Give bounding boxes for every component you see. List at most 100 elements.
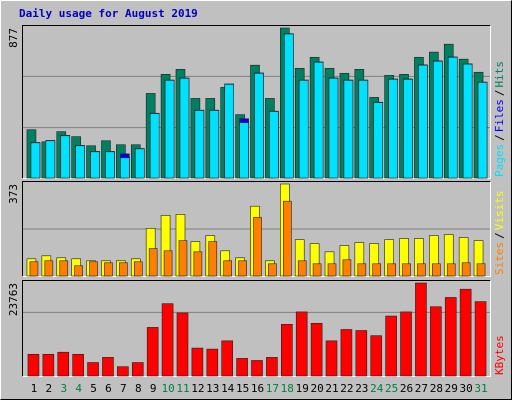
bar [355, 330, 368, 377]
bar [325, 340, 338, 377]
legend-entry: Visits [493, 191, 506, 231]
bar [477, 82, 488, 179]
bar [266, 357, 278, 377]
x-tick-label: 4 [75, 382, 82, 395]
bar [462, 63, 473, 179]
bar [385, 315, 397, 377]
panel-light [22, 25, 491, 179]
y-tick-label: 877 [7, 28, 20, 48]
bar [223, 260, 232, 277]
panel-shadow [22, 25, 491, 179]
x-tick-label: 9 [150, 382, 157, 395]
x-tick-label: 7 [120, 382, 127, 395]
chart-title: Daily usage for August 2019 [19, 7, 198, 20]
bar [176, 312, 189, 377]
y-tick-label: 373 [7, 184, 20, 204]
x-tick-label: 24 [370, 382, 384, 395]
bar [402, 263, 411, 277]
legend-entry: Hits [493, 61, 506, 88]
bar [417, 263, 426, 277]
bar [297, 260, 307, 277]
panel-light [22, 280, 491, 377]
bar [45, 140, 56, 179]
bar [446, 263, 456, 277]
bar [327, 263, 337, 277]
bar [224, 84, 234, 179]
x-tick-label: 20 [310, 382, 323, 395]
bar [444, 297, 457, 377]
bar [373, 102, 384, 179]
bar [60, 135, 71, 179]
bar [164, 80, 175, 179]
bar [134, 148, 145, 179]
bar [284, 33, 294, 179]
x-tick-label: 30 [460, 382, 473, 395]
bar [269, 111, 279, 179]
x-tick-label: 3 [60, 382, 67, 395]
bar [131, 362, 144, 377]
bar [208, 241, 218, 277]
y-tick-label: 23763 [7, 283, 20, 316]
bar [403, 79, 413, 179]
legend: KBytes [493, 335, 506, 375]
bar [72, 353, 84, 377]
bar [149, 113, 160, 179]
legend-separator: / [493, 134, 506, 141]
bar [388, 79, 398, 179]
x-tick-label: 12 [191, 382, 204, 395]
x-tick-label: 8 [135, 382, 142, 395]
panel-shadow [22, 181, 491, 277]
bar [343, 80, 354, 179]
x-tick-label: 18 [281, 382, 294, 395]
bar [194, 110, 205, 179]
bar [342, 259, 352, 277]
bar [104, 262, 113, 277]
x-tick-label: 19 [296, 382, 309, 395]
x-tick-label: 28 [430, 382, 443, 395]
legend-entry: Files [493, 99, 506, 132]
legend-separator: / [493, 90, 506, 97]
bar [415, 282, 427, 377]
legend-entry: KBytes [493, 335, 506, 375]
bar [340, 329, 353, 377]
bar [209, 110, 220, 179]
bar [163, 250, 173, 277]
bar [310, 322, 323, 377]
bar [89, 261, 98, 277]
panel-shadow [22, 280, 491, 377]
bar [87, 362, 99, 377]
bar [476, 263, 486, 277]
bar [191, 347, 204, 377]
bar [372, 263, 382, 277]
bar [447, 56, 458, 179]
bar [179, 77, 190, 179]
bar [433, 60, 443, 179]
legend-separator: / [493, 232, 506, 239]
bar [432, 263, 441, 277]
bar [193, 251, 203, 277]
bar [161, 303, 174, 377]
bar [119, 262, 128, 277]
bar [29, 261, 39, 277]
x-tick-label: 26 [400, 382, 413, 395]
legend-entry: Sites [493, 242, 506, 275]
x-tick-label: 17 [266, 382, 279, 395]
bar [146, 327, 159, 377]
bar [430, 306, 442, 377]
bar [75, 145, 85, 179]
bar [133, 261, 143, 277]
x-tick-label: 13 [206, 382, 219, 395]
x-tick-label: 10 [161, 382, 174, 395]
x-tick-label: 21 [325, 382, 338, 395]
bar [120, 157, 130, 179]
bar [312, 263, 322, 277]
x-tick-label: 23 [355, 382, 368, 395]
legend-entry: Pages [493, 144, 506, 177]
bar [459, 288, 472, 377]
bar [461, 262, 471, 277]
bar [281, 324, 293, 377]
x-tick-label: 2 [46, 382, 53, 395]
bar [357, 263, 367, 277]
bar [387, 263, 396, 277]
